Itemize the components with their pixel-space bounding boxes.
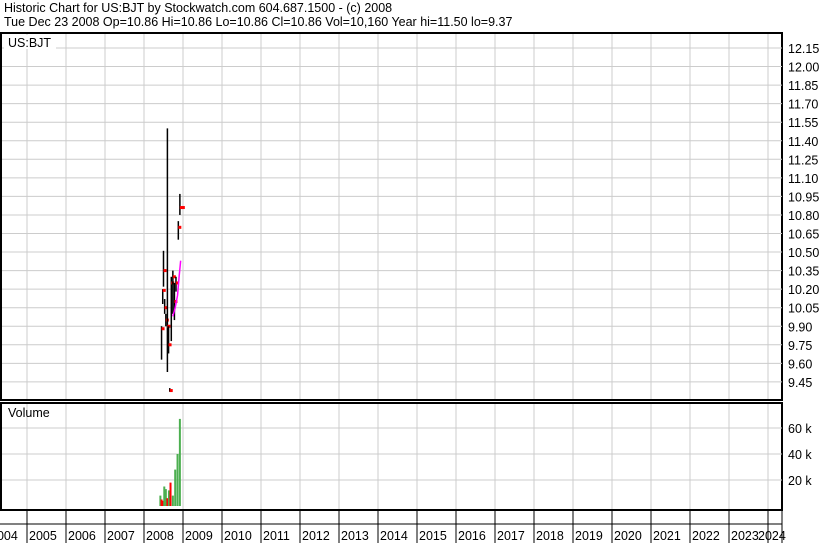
x-tick-label: 2017 bbox=[497, 529, 525, 543]
volume-bar bbox=[161, 500, 164, 506]
volume-bar bbox=[159, 495, 162, 506]
price-tick-label: 11.70 bbox=[788, 98, 818, 112]
price-tick-label: 9.60 bbox=[788, 357, 812, 371]
price-tick-label: 11.85 bbox=[788, 79, 818, 93]
price-tick-label: 11.55 bbox=[788, 116, 818, 130]
volume-bar bbox=[169, 482, 172, 506]
x-tick-label: 2008 bbox=[146, 529, 174, 543]
price-tick-label: 10.50 bbox=[788, 246, 819, 260]
price-tick-label: 11.10 bbox=[788, 172, 818, 186]
volume-bar bbox=[178, 418, 181, 506]
close-tick bbox=[161, 327, 165, 331]
price-tick-label: 12.00 bbox=[788, 61, 819, 75]
price-tick-label: 11.40 bbox=[788, 135, 818, 149]
x-tick-label: 2016 bbox=[458, 529, 486, 543]
close-tick bbox=[169, 389, 173, 393]
x-tick-label: 2011 bbox=[263, 529, 290, 543]
price-tick-label: 9.90 bbox=[788, 320, 812, 334]
symbol-label-bg bbox=[4, 35, 56, 49]
volume-bar bbox=[160, 499, 163, 506]
x-tick-label: 2013 bbox=[341, 529, 369, 543]
x-tick-label: 2010 bbox=[224, 529, 252, 543]
x-tick-label: 2020 bbox=[614, 529, 642, 543]
volume-tick-label: 60 k bbox=[788, 422, 812, 436]
close-tick bbox=[164, 306, 168, 310]
x-tick-label: 2024 bbox=[758, 529, 786, 543]
volume-bar bbox=[164, 489, 167, 506]
quote-summary: Tue Dec 23 2008 Op=10.86 Hi=10.86 Lo=10.… bbox=[4, 15, 513, 29]
close-tick bbox=[175, 281, 179, 285]
chart-svg: 2004 2005 2006 2007 2008 2009 2010 2011 2012 2013… bbox=[0, 32, 819, 543]
chart-title: Historic Chart for US:BJT by Stockwatch.… bbox=[4, 1, 393, 15]
price-tick-label: 11.25 bbox=[788, 153, 818, 167]
moving-average-line bbox=[172, 260, 182, 317]
volume-bar bbox=[174, 469, 177, 506]
price-tick-label: 12.15 bbox=[788, 42, 819, 56]
x-tick-label: 2004 bbox=[0, 529, 18, 543]
x-tick-label: 2019 bbox=[575, 529, 603, 543]
price-tick-label: 9.75 bbox=[788, 339, 812, 353]
close-tick bbox=[163, 269, 167, 273]
x-tick-label: 2009 bbox=[185, 529, 213, 543]
x-tick-label: 2018 bbox=[536, 529, 564, 543]
x-tick-label: 2007 bbox=[107, 529, 135, 543]
x-tick-label: 2023 bbox=[731, 529, 759, 543]
price-panel bbox=[0, 32, 783, 401]
price-tick-label: 10.05 bbox=[788, 302, 819, 316]
volume-bar bbox=[163, 486, 166, 506]
volume-tick-label: 40 k bbox=[788, 448, 812, 462]
x-tick-label: 2015 bbox=[419, 529, 447, 543]
volume-label: Volume bbox=[8, 406, 50, 420]
close-tick bbox=[178, 225, 182, 229]
price-tick-label: 10.65 bbox=[788, 228, 819, 242]
volume-bar bbox=[167, 490, 170, 506]
x-tick-label: 2006 bbox=[68, 529, 96, 543]
price-tick-label: 10.95 bbox=[788, 190, 819, 204]
x-tick-label: 2021 bbox=[653, 529, 681, 543]
price-tick-label: 9.45 bbox=[788, 376, 812, 390]
close-tick bbox=[179, 206, 183, 210]
close-tick bbox=[181, 206, 185, 210]
x-tick-label: 2005 bbox=[29, 529, 57, 543]
volume-panel bbox=[0, 402, 783, 511]
x-tick-label: 2012 bbox=[302, 529, 330, 543]
close-tick bbox=[172, 275, 176, 279]
volume-tick-label: 20 k bbox=[788, 474, 812, 488]
volume-bar bbox=[166, 498, 169, 506]
symbol-label: US:BJT bbox=[8, 36, 51, 50]
x-tick-label: 2014 bbox=[380, 529, 408, 543]
volume-bar bbox=[171, 495, 174, 506]
close-tick bbox=[162, 288, 166, 292]
close-tick bbox=[168, 343, 172, 347]
price-tick-label: 10.80 bbox=[788, 209, 819, 223]
price-tick-label: 10.20 bbox=[788, 283, 819, 297]
x-tick-label: 2022 bbox=[692, 529, 720, 543]
price-tick-label: 10.35 bbox=[788, 265, 819, 279]
volume-bar bbox=[176, 454, 179, 506]
